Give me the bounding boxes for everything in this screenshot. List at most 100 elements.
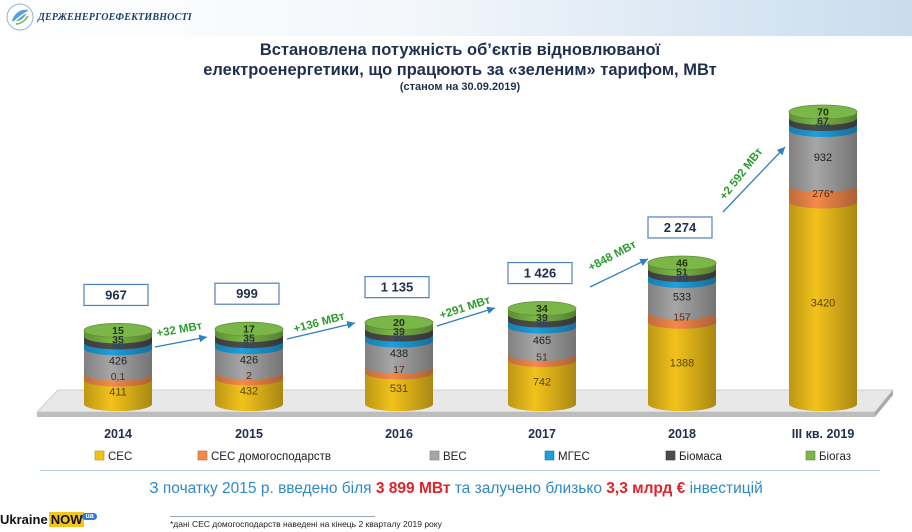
bar-segment-ses-ІІІ кв. 2019: [789, 201, 857, 411]
segment-label-wind-ІІІ кв. 2019: 932: [814, 152, 832, 164]
leaf-logo-icon: [6, 3, 34, 31]
segment-label-biogas-2016: 20: [393, 317, 405, 329]
chart-floor: [35, 389, 895, 413]
bar-segment-ses-2014: [84, 379, 152, 411]
increment-arrow-4: [722, 146, 786, 213]
bar-segment-wind-ІІІ кв. 2019: [789, 130, 857, 193]
increment-arrow-1: [286, 320, 356, 340]
x-tick-label-5: ІІІ кв. 2019: [792, 427, 855, 441]
bar-segment-wind-2018: [648, 280, 716, 320]
legend-label-biogas: Біогаз: [819, 451, 851, 463]
segment-label-ses-household-ІІІ кв. 2019: 276*: [812, 188, 834, 200]
segment-label-ses-2015: 432: [240, 386, 258, 398]
x-tick-label-4: 2018: [668, 427, 696, 441]
segment-label-wind-2015: 426: [240, 354, 258, 366]
chart-floor-side: [875, 390, 893, 417]
segment-label-biogas-ІІІ кв. 2019: 70: [817, 107, 829, 119]
increment-label-0: +32 МВт: [156, 320, 204, 340]
header-bar: ДЕРЖЕНЕРГОЕФЕКТИВНОСТІ: [0, 0, 912, 36]
bar-segment-ses-2015: [215, 378, 283, 411]
bar-segment-wind-2017: [508, 326, 576, 362]
bar-segment-ses-2018: [648, 321, 716, 411]
total-label-0: 967: [105, 287, 127, 302]
bar-segment-ses-2016: [365, 372, 433, 411]
total-box-0: [83, 283, 149, 307]
segment-label-biomass-2018: 51: [676, 266, 688, 278]
segment-label-hydro-2016: 90: [393, 332, 405, 344]
segment-label-biomass-2014: 35: [112, 334, 124, 346]
bar-top-cap-2016: [364, 315, 434, 331]
bar-segment-ses-2017: [508, 360, 576, 411]
segment-label-wind-2014: 426: [109, 356, 127, 368]
segment-label-hydro-2014: 80: [112, 340, 124, 352]
legend-swatch-ses: [94, 450, 105, 461]
brand-now: NOW: [48, 512, 85, 527]
segment-label-hydro-2018: 99: [676, 272, 688, 284]
increment-label-3: +848 МВт: [587, 239, 639, 274]
brand-logo: Ukraine NOW ua: [0, 512, 99, 527]
segment-label-wind-2016: 438: [390, 348, 408, 360]
title-line-2: електроенергетики, що працюють за «зелен…: [203, 61, 717, 79]
bar-segment-wind-2014: [84, 348, 152, 381]
legend-label-hydro: МГЕС: [558, 451, 590, 463]
footnote: *дані СЕС домогосподарств наведені на кі…: [170, 519, 442, 529]
brand-name: Ukraine: [0, 512, 48, 527]
legend-swatch-biomass: [665, 450, 676, 461]
x-tick-label-3: 2017: [528, 427, 556, 441]
divider-line: [40, 470, 880, 471]
segment-label-biogas-2015: 17: [243, 324, 255, 336]
bar-top-cap-2014: [83, 323, 153, 338]
legend-swatch-ses-household: [197, 450, 208, 461]
total-label-4: 2 274: [664, 220, 697, 235]
total-label-3: 1 426: [524, 266, 557, 281]
x-tick-label-2: 2016: [385, 427, 413, 441]
legend-swatch-hydro: [544, 450, 555, 461]
stacked-bar-chart: 4110,14268035152014967432242687351720159…: [35, 104, 895, 463]
bar-top-cap-ІІІ кв. 2019: [788, 104, 858, 120]
summary-note: З початку 2015 р. введено біля 3 899 МВт…: [0, 480, 912, 498]
legend-label-ses-household: СЕС домогосподарств: [211, 451, 331, 463]
total-label-2: 1 135: [381, 280, 414, 295]
legend-label-wind: ВЕС: [443, 451, 467, 463]
segment-label-biogas-2018: 46: [676, 257, 688, 269]
bar-top-cap-2018: [647, 255, 717, 271]
org-name: ДЕРЖЕНЕРГОЕФЕКТИВНОСТІ: [38, 11, 192, 23]
total-box-2: [364, 276, 430, 299]
chart-floor-edge: [37, 412, 875, 417]
total-box-3: [507, 261, 573, 285]
note-middle: та залучено близько: [450, 480, 607, 497]
segment-label-hydro-ІІІ кв. 2019: 101: [814, 122, 832, 134]
total-label-1: 999: [236, 286, 258, 301]
segment-label-ses-household-2014: 0,1: [111, 371, 126, 383]
segment-label-ses-2018: 1388: [670, 357, 694, 369]
legend-label-biomass: Біомаса: [679, 451, 723, 463]
chart-title: Встановлена потужність об’єктів відновлю…: [150, 40, 770, 94]
legend-label-ses: СЕС: [108, 451, 132, 463]
segment-label-biomass-2015: 35: [243, 333, 255, 345]
segment-label-ses-household-2018: 157: [673, 312, 691, 324]
segment-label-hydro-2017: 95: [536, 318, 548, 330]
segment-label-wind-2017: 465: [533, 335, 551, 347]
x-tick-label-0: 2014: [104, 427, 132, 441]
bar-segment-wind-2016: [365, 340, 433, 374]
increment-arrow-0: [154, 334, 208, 348]
org-logo: ДЕРЖЕНЕРГОЕФЕКТИВНОСТІ: [6, 3, 192, 31]
x-tick-label-1: 2015: [235, 427, 263, 441]
footnote-rule: [170, 516, 375, 517]
segment-label-ses-household-2015: 2: [246, 370, 252, 382]
note-capacity-value: 3 899 МВт: [375, 480, 451, 497]
segment-label-ses-household-2016: 17: [393, 364, 405, 376]
segment-label-biogas-2017: 34: [536, 303, 548, 315]
legend-swatch-wind: [429, 450, 440, 461]
title-date: (станом на 30.09.2019): [399, 81, 521, 93]
bar-top-cap-2017: [507, 301, 577, 316]
increment-arrow-3: [589, 258, 649, 288]
title-line-1: Встановлена потужність об’єктів відновлю…: [259, 41, 661, 59]
legend-swatch-biogas: [805, 450, 816, 461]
segment-label-ses-household-2017: 51: [536, 352, 548, 364]
note-suffix: інвестицій: [685, 480, 763, 497]
segment-label-ses-2016: 531: [390, 383, 408, 395]
bar-segment-wind-2015: [215, 347, 283, 380]
total-box-1: [214, 282, 280, 305]
segment-label-ses-2014: 411: [109, 386, 127, 398]
